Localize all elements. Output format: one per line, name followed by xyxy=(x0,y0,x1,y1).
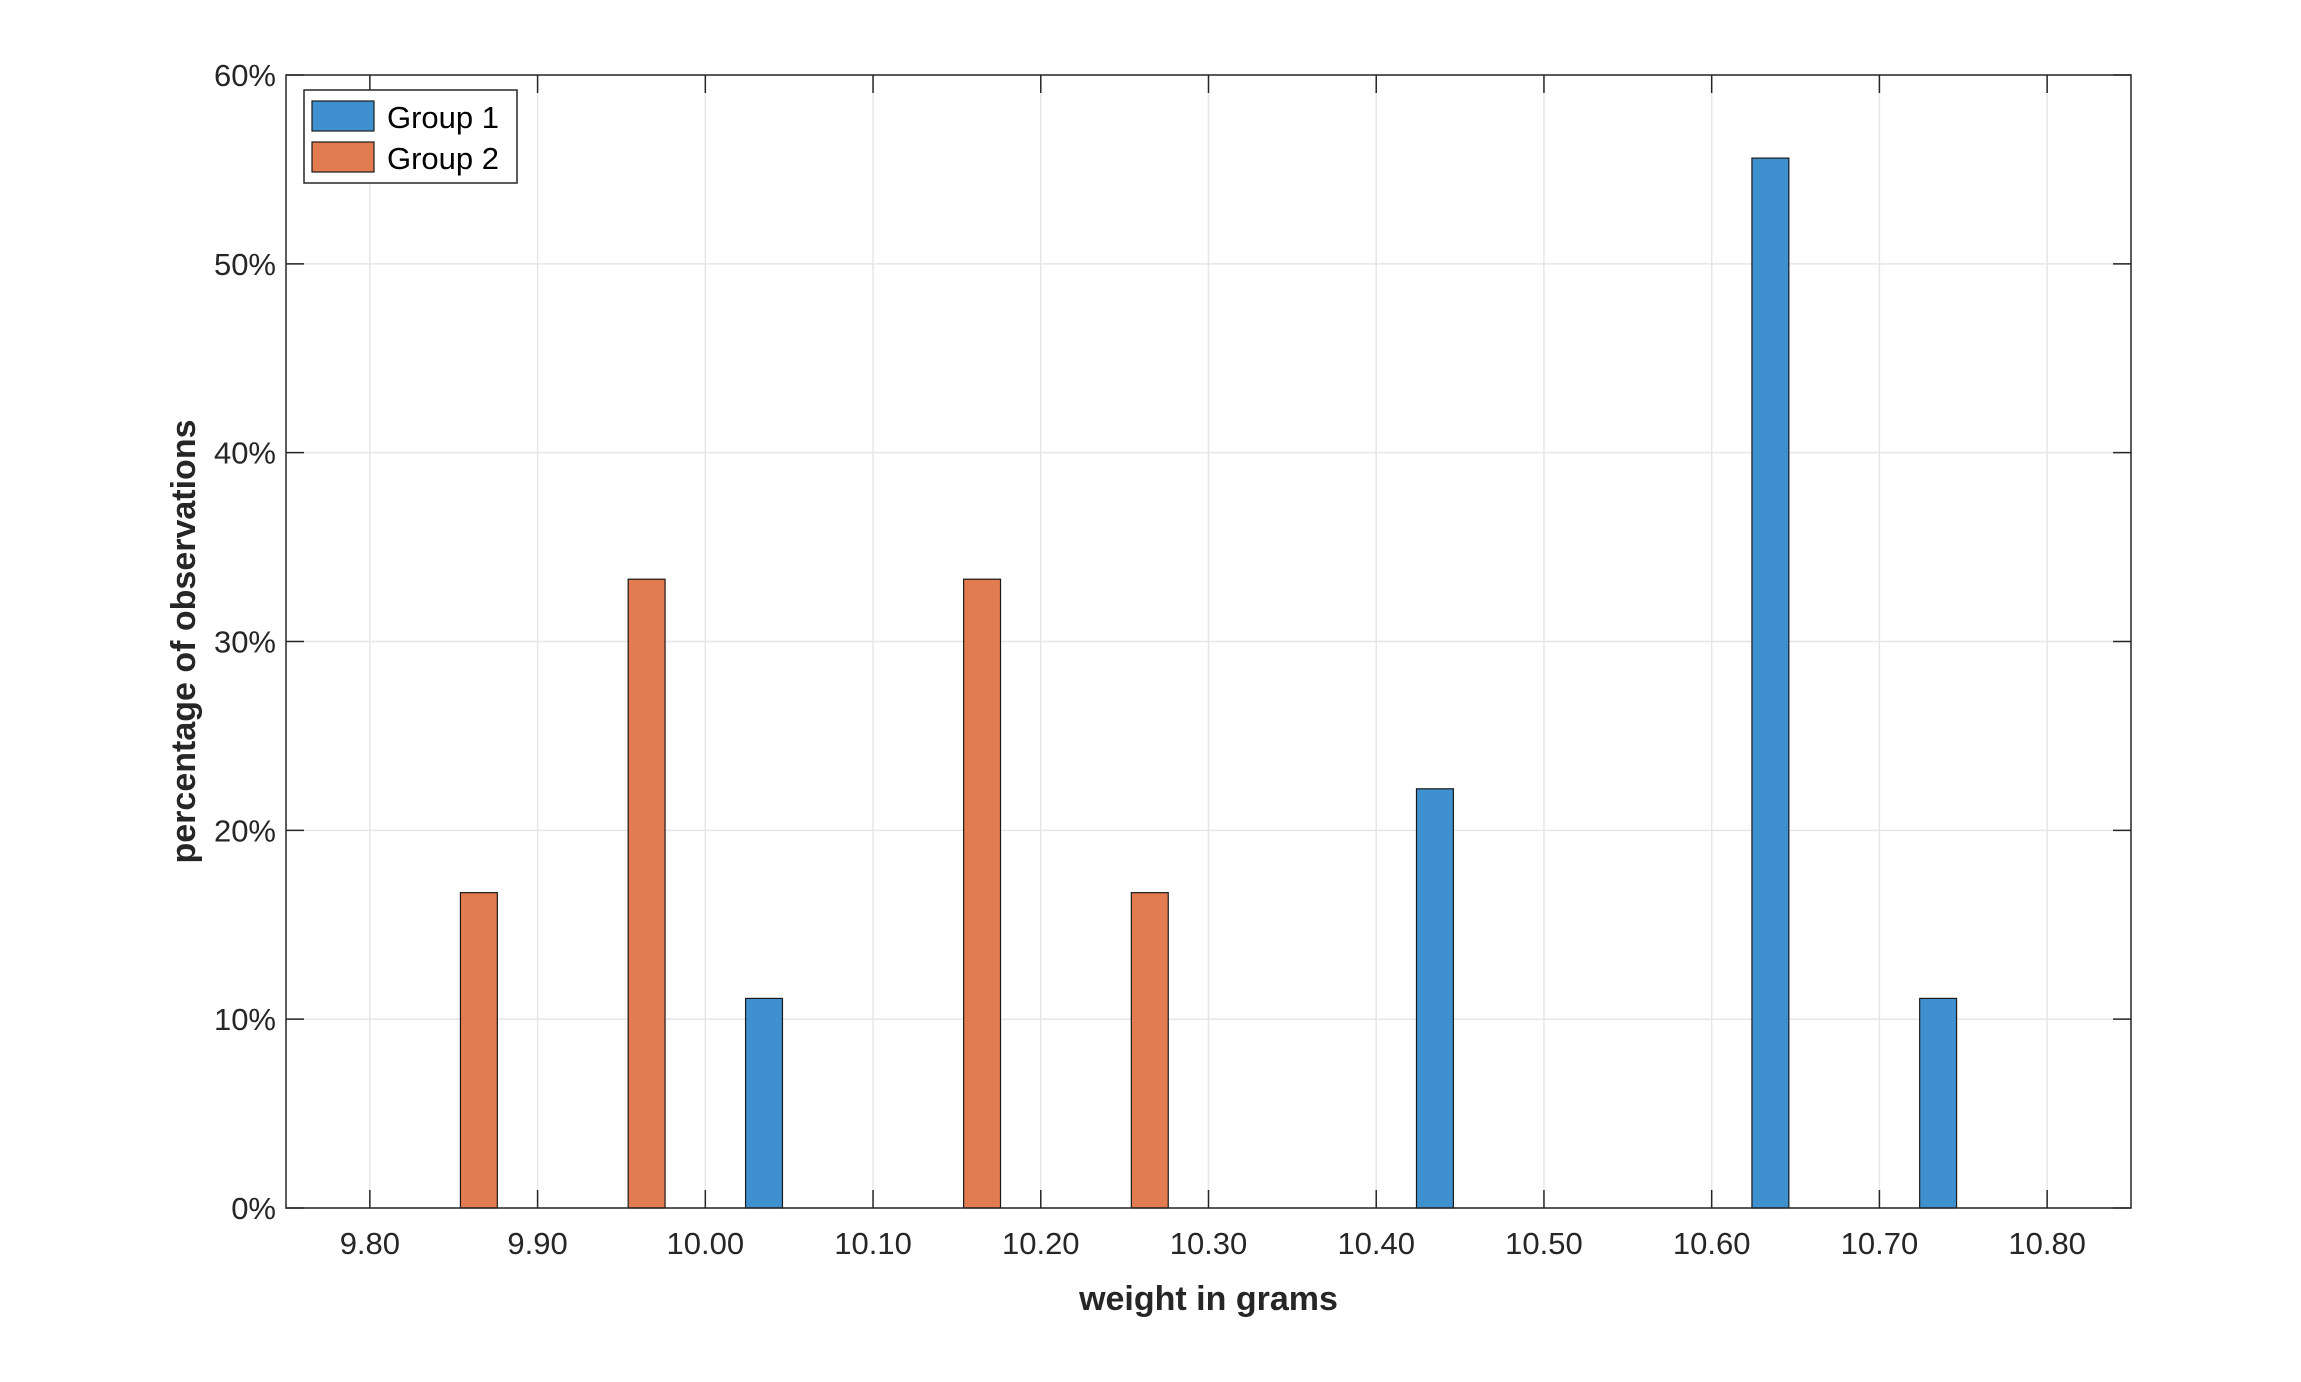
y-tick-labels: 0% 10% 20% 30% 40% 50% 60% xyxy=(214,58,276,1226)
bar-series-2 xyxy=(459,892,498,1209)
y-tick-label: 40% xyxy=(214,436,276,471)
y-tick-label: 50% xyxy=(214,247,276,282)
x-tick-label: 10.20 xyxy=(1002,1226,1080,1261)
x-tick-label: 10.40 xyxy=(1337,1226,1415,1261)
y-tick-label: 60% xyxy=(214,58,276,93)
legend: Group 1 Group 2 xyxy=(303,89,518,184)
y-tick-label: 30% xyxy=(214,625,276,660)
x-axis-label: weight in grams xyxy=(1078,1280,1338,1318)
legend-swatch-group-1 xyxy=(311,100,375,132)
x-tick-label: 10.70 xyxy=(1841,1226,1919,1261)
bar-series-1 xyxy=(1919,997,1958,1209)
x-tick-label: 9.90 xyxy=(507,1226,567,1261)
legend-label-group-1: Group 1 xyxy=(387,100,499,135)
y-tick-label: 0% xyxy=(231,1191,276,1226)
x-tick-label: 10.00 xyxy=(667,1226,745,1261)
x-tick-label: 10.50 xyxy=(1505,1226,1583,1261)
axis-ticks xyxy=(286,74,2131,1209)
grid-lines xyxy=(286,74,2131,1209)
x-tick-label: 10.10 xyxy=(834,1226,912,1261)
bars xyxy=(459,157,1958,1209)
bar-series-1 xyxy=(1415,788,1454,1209)
x-tick-labels: 9.80 9.90 10.00 10.10 10.20 10.30 10.40 10.50 10… xyxy=(340,1226,2086,1261)
x-tick-label: 9.80 xyxy=(340,1226,400,1261)
y-axis-label: percentage of observations xyxy=(165,419,203,863)
bar-series-1 xyxy=(1751,157,1790,1209)
x-tick-label: 10.80 xyxy=(2008,1226,2086,1261)
legend-swatch-group-2 xyxy=(311,141,375,173)
legend-label-group-2: Group 2 xyxy=(387,141,499,176)
x-tick-label: 10.30 xyxy=(1170,1226,1248,1261)
bar-series-1 xyxy=(744,997,784,1209)
bar-series-2 xyxy=(627,578,666,1209)
y-tick-label: 10% xyxy=(214,1002,276,1037)
bar-series-2 xyxy=(1130,892,1169,1209)
bar-series-2 xyxy=(963,578,1002,1209)
x-tick-label: 10.60 xyxy=(1673,1226,1751,1261)
y-tick-label: 20% xyxy=(214,813,276,848)
